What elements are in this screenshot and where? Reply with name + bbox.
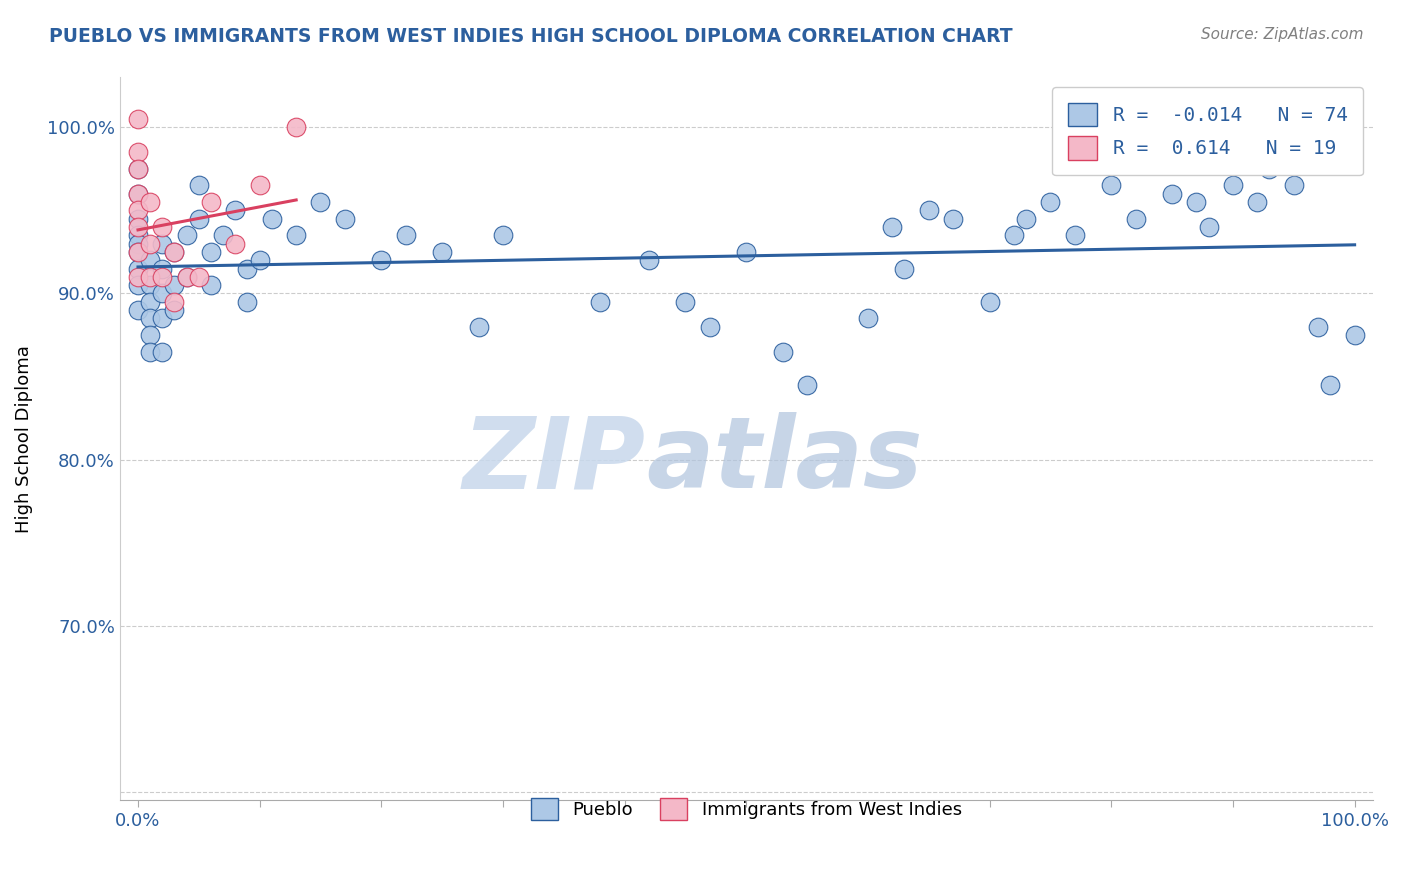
Point: [1125, 211, 1147, 226]
Point: [1306, 319, 1329, 334]
Point: [467, 319, 489, 334]
Point: [139, 294, 162, 309]
Point: [127, 244, 149, 259]
Point: [699, 319, 721, 334]
Point: [127, 161, 149, 176]
Legend: Pueblo, Immigrants from West Indies: Pueblo, Immigrants from West Indies: [516, 784, 976, 835]
Point: [163, 294, 186, 309]
Point: [249, 253, 271, 268]
Point: [127, 112, 149, 126]
Point: [1099, 178, 1122, 193]
Point: [163, 303, 186, 318]
Point: [127, 261, 149, 276]
Point: [176, 269, 198, 284]
Point: [638, 253, 661, 268]
Point: [139, 328, 162, 343]
Point: [150, 269, 173, 284]
Point: [127, 203, 149, 218]
Point: [139, 278, 162, 293]
Point: [370, 253, 392, 268]
Point: [772, 344, 794, 359]
Point: [1319, 377, 1341, 392]
Text: atlas: atlas: [647, 412, 922, 509]
Point: [127, 219, 149, 234]
Point: [979, 294, 1001, 309]
Point: [430, 244, 453, 259]
Point: [1343, 328, 1365, 343]
Point: [735, 244, 758, 259]
Point: [1222, 178, 1244, 193]
Point: [127, 228, 149, 243]
Point: [163, 244, 186, 259]
Point: [187, 211, 209, 226]
Point: [1063, 228, 1085, 243]
Point: [675, 294, 697, 309]
Point: [127, 244, 149, 259]
Point: [150, 236, 173, 251]
Point: [127, 186, 149, 201]
Point: [176, 269, 198, 284]
Point: [856, 311, 879, 326]
Point: [492, 228, 515, 243]
Point: [163, 244, 186, 259]
Point: [200, 244, 222, 259]
Point: [127, 303, 149, 318]
Point: [1282, 178, 1305, 193]
Point: [589, 294, 612, 309]
Point: [1185, 195, 1208, 210]
Point: [139, 253, 162, 268]
Point: [224, 236, 246, 251]
Point: [942, 211, 965, 226]
Point: [150, 286, 173, 301]
Point: [187, 269, 209, 284]
Point: [333, 211, 356, 226]
Point: [285, 120, 308, 135]
Point: [200, 195, 222, 210]
Y-axis label: High School Diploma: High School Diploma: [15, 345, 32, 533]
Point: [127, 278, 149, 293]
Point: [1039, 195, 1062, 210]
Point: [1161, 186, 1184, 201]
Point: [395, 228, 418, 243]
Point: [1015, 211, 1038, 226]
Point: [127, 161, 149, 176]
Point: [249, 178, 271, 193]
Point: [139, 311, 162, 326]
Point: [918, 203, 941, 218]
Point: [150, 344, 173, 359]
Point: [1002, 228, 1025, 243]
Text: PUEBLO VS IMMIGRANTS FROM WEST INDIES HIGH SCHOOL DIPLOMA CORRELATION CHART: PUEBLO VS IMMIGRANTS FROM WEST INDIES HI…: [49, 27, 1012, 45]
Point: [150, 261, 173, 276]
Point: [163, 278, 186, 293]
Point: [236, 294, 259, 309]
Point: [882, 219, 904, 234]
Point: [127, 211, 149, 226]
Point: [150, 311, 173, 326]
Point: [127, 186, 149, 201]
Point: [187, 178, 209, 193]
Point: [1258, 161, 1281, 176]
Point: [139, 344, 162, 359]
Point: [127, 236, 149, 251]
Point: [176, 228, 198, 243]
Point: [212, 228, 235, 243]
Point: [224, 203, 246, 218]
Point: [796, 377, 818, 392]
Point: [309, 195, 332, 210]
Point: [127, 145, 149, 160]
Point: [1246, 195, 1268, 210]
Point: [139, 236, 162, 251]
Point: [150, 219, 173, 234]
Text: Source: ZipAtlas.com: Source: ZipAtlas.com: [1201, 27, 1364, 42]
Point: [285, 228, 308, 243]
Text: ZIP: ZIP: [463, 412, 647, 509]
Point: [260, 211, 283, 226]
Point: [139, 269, 162, 284]
Point: [127, 269, 149, 284]
Point: [200, 278, 222, 293]
Point: [236, 261, 259, 276]
Point: [1198, 219, 1220, 234]
Point: [893, 261, 915, 276]
Point: [139, 195, 162, 210]
